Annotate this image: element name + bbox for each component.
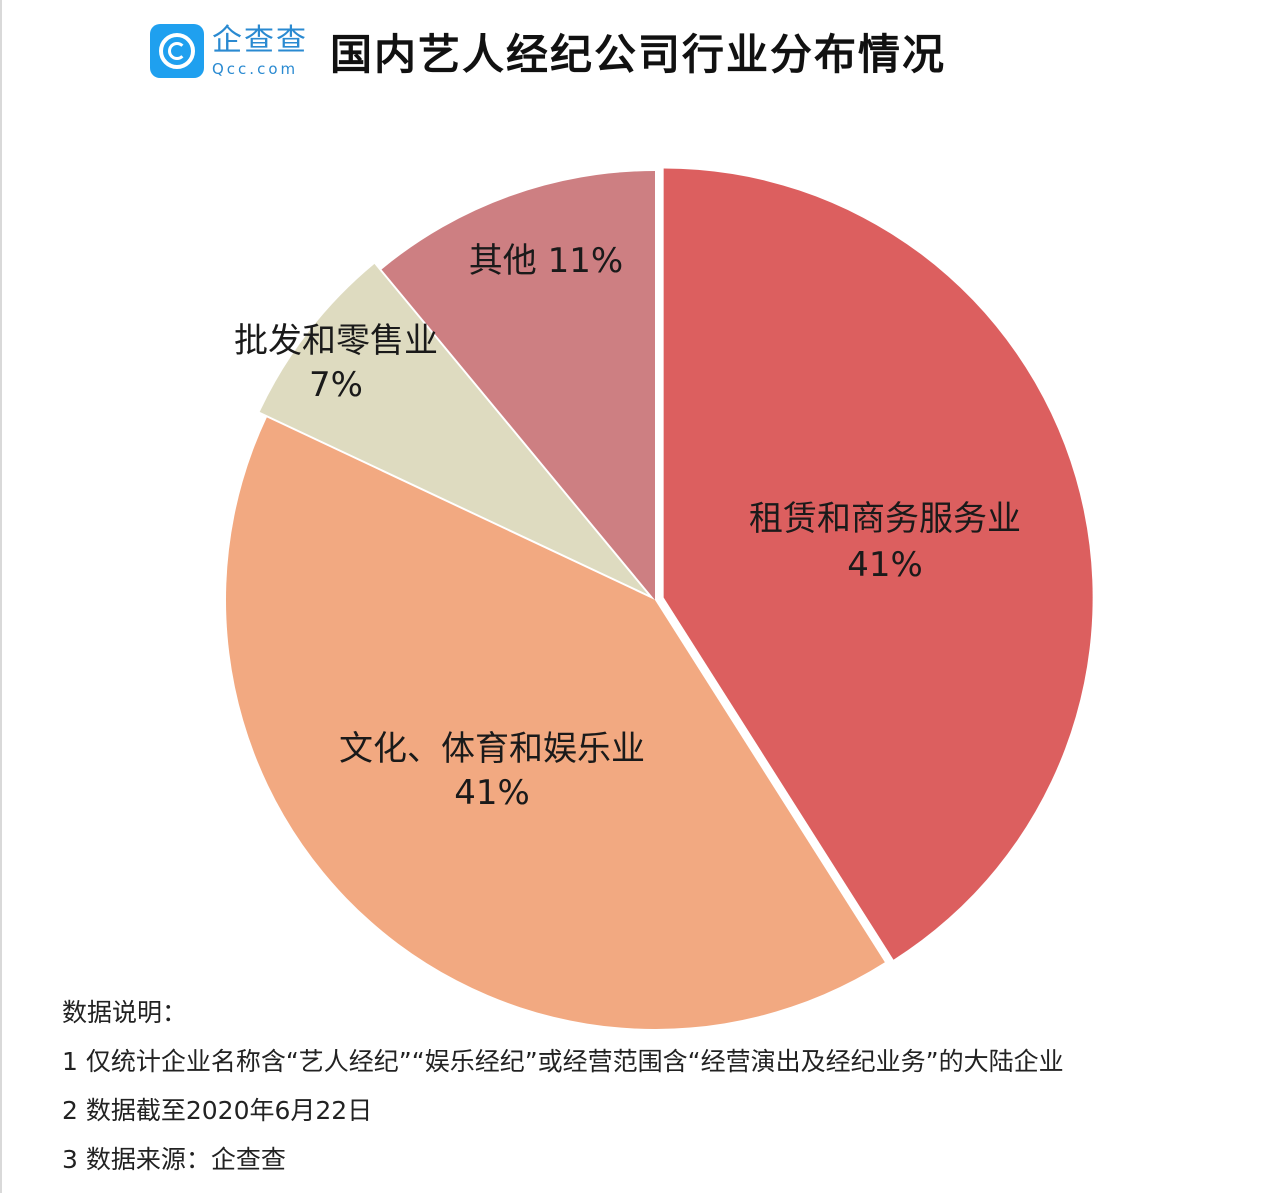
logo-en-text: Qcc.com <box>212 59 299 78</box>
notes-line-3: 3 数据来源：企查查 <box>62 1145 286 1174</box>
notes-heading: 数据说明： <box>62 998 188 1027</box>
pie-slice-4 <box>381 171 655 600</box>
header: 企查查 Qcc.com 国内艺人经纪公司行业分布情况 <box>150 20 946 82</box>
slice-label-2: 文化、体育和娱乐业 <box>339 729 645 769</box>
logo-wordmark: 企查查 Qcc.com <box>212 22 308 78</box>
slice-label-1: 租赁和商务服务业 <box>749 499 1021 539</box>
notes-line-1: 1 仅统计企业名称含“艺人经纪”“娱乐经纪”或经营范围含“经营演出及经纪业务”的… <box>62 1047 1064 1076</box>
left-border <box>0 0 2 1193</box>
slice-label-4: 其他 11% <box>469 241 623 281</box>
slice-label-3: 批发和零售业 <box>234 321 438 361</box>
page-title: 国内艺人经纪公司行业分布情况 <box>330 29 947 79</box>
slice-percent-3: 7% <box>309 365 363 405</box>
qcc-logo-icon <box>150 24 204 78</box>
data-notes: 数据说明： 1 仅统计企业名称含“艺人经纪”“娱乐经纪”或经营范围含“经营演出及… <box>62 988 1064 1184</box>
pie-slice-3 <box>259 263 648 595</box>
slice-percent-1: 41% <box>847 545 923 585</box>
pie-slice-1 <box>663 168 1093 960</box>
notes-line-2: 2 数据截至2020年6月22日 <box>62 1096 373 1125</box>
slice-percent-2: 41% <box>454 773 530 813</box>
logo-cn-text: 企查查 <box>212 22 308 58</box>
pie-slice-2 <box>226 417 885 1030</box>
